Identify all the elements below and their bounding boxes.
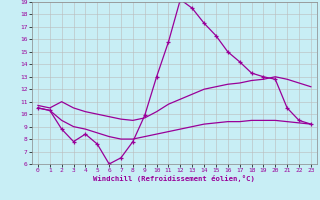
- X-axis label: Windchill (Refroidissement éolien,°C): Windchill (Refroidissement éolien,°C): [93, 175, 255, 182]
